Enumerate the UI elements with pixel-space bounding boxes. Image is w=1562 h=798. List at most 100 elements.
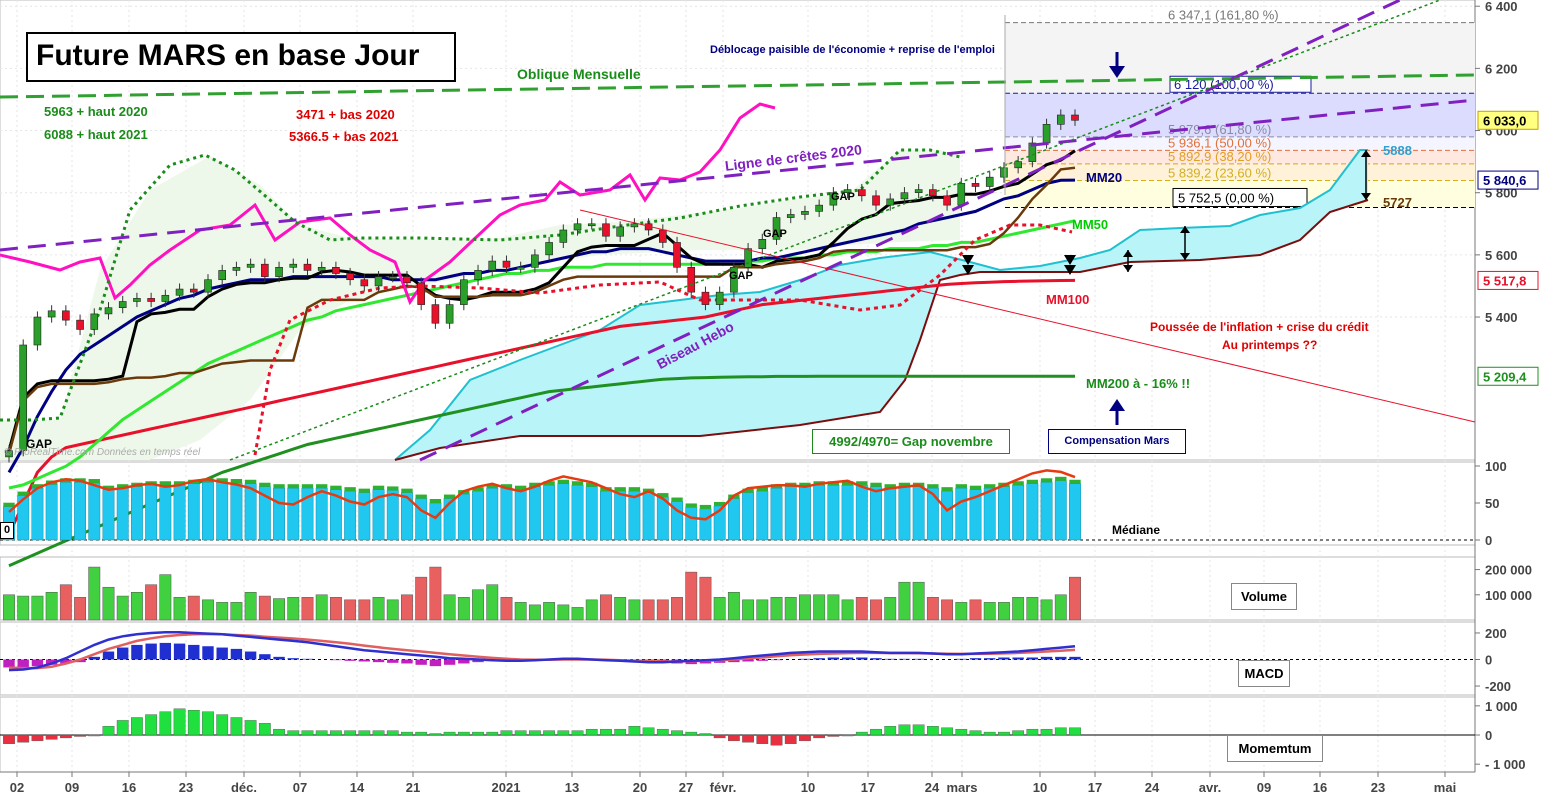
y-tick-label: 6 200 — [1485, 61, 1518, 76]
rsi-bar — [273, 487, 285, 541]
rsi-bar — [585, 486, 598, 541]
rsi-bar — [187, 483, 200, 541]
candle-down — [332, 266, 340, 274]
rsi-bar-cap — [372, 485, 385, 490]
rsi-bar-cap — [1026, 479, 1039, 484]
volume-bar — [1026, 597, 1039, 621]
candle-down — [76, 319, 84, 330]
candle-up — [232, 266, 241, 271]
rsi-bar — [770, 487, 783, 541]
macd-hist-bar — [230, 648, 243, 660]
momentum-bar — [543, 730, 555, 736]
price-tag-label: 6 033,0 — [1483, 113, 1526, 128]
volume-bar — [344, 599, 357, 621]
rsi-bar-cap — [586, 482, 598, 487]
macd-hist-bar — [387, 659, 399, 663]
momentum-bar — [685, 731, 698, 736]
gap-label-4: GAP — [729, 270, 753, 282]
price-tag-box — [1477, 366, 1539, 386]
volume-bar — [685, 571, 698, 621]
candle-up — [801, 211, 809, 215]
volume-bar — [244, 592, 257, 621]
momentum-bar — [799, 734, 811, 742]
sub-y-label: 0 — [1485, 533, 1492, 548]
rsi-bar — [983, 487, 996, 541]
sub-y-label: - 1 000 — [1485, 757, 1525, 772]
rsi-bar-cap — [230, 479, 243, 484]
volume-bar — [514, 602, 527, 621]
macd-hist-bar — [401, 659, 413, 664]
range-arrow-3-bottom — [1123, 265, 1133, 272]
volume-bar — [1012, 597, 1025, 621]
candle-down — [872, 195, 880, 206]
candle-up — [90, 313, 99, 330]
candle-up — [886, 198, 895, 206]
volume-bar — [941, 599, 954, 621]
macd-hist-bar — [969, 658, 982, 660]
macd-hist-bar — [1026, 657, 1039, 660]
volume-bar — [528, 604, 541, 621]
rsi-bar-cap — [344, 487, 356, 492]
candle-up — [843, 189, 852, 194]
momentum-bar — [841, 734, 854, 737]
volume-bar — [756, 599, 769, 621]
volume-bar — [855, 597, 868, 621]
momentum-bar — [514, 730, 527, 736]
rsi-bar-cap — [514, 485, 527, 490]
macd-hist-bar — [273, 656, 285, 660]
momentum-bar — [230, 717, 243, 736]
candle-down — [602, 223, 610, 237]
volume-bar — [145, 584, 158, 621]
rsi-bar-cap — [387, 486, 399, 491]
momentum-bar — [131, 717, 143, 736]
range-arrow-1-bottom — [1361, 193, 1371, 200]
macd-hist-bar — [813, 658, 825, 660]
fibo-zone-61 — [1005, 136, 1475, 151]
volume-bar — [159, 574, 172, 621]
rsi-bar-cap — [884, 484, 896, 489]
candle-up — [118, 301, 127, 309]
rsi-bar — [614, 490, 627, 541]
macd-hist-bar — [415, 659, 427, 665]
volume-bar — [130, 592, 143, 621]
macd-hist-bar — [259, 654, 271, 660]
candle-up — [815, 204, 823, 212]
candle-down — [502, 260, 511, 268]
deblocage-arrow-head — [1109, 66, 1125, 78]
momentum-bar — [600, 728, 612, 736]
fibo-label: 6 347,1 (161,80 %) — [1168, 8, 1279, 23]
rsi-bar-cap — [984, 484, 996, 489]
rsi-bar-cap — [955, 484, 967, 489]
ma200-line — [8, 374, 1075, 568]
y-tick-label: 5 600 — [1485, 248, 1518, 263]
rsi-bar-cap — [259, 482, 271, 487]
rsi-bar — [571, 484, 584, 541]
sub-y-label: 50 — [1485, 496, 1499, 511]
rsi-bar-cap — [856, 481, 868, 486]
volume-bar — [969, 599, 982, 621]
level-5727-label: 5727 — [1383, 195, 1412, 210]
x-tick-label: 13 — [565, 780, 579, 795]
momentum-bar — [955, 728, 968, 736]
ma20-line — [7, 178, 1076, 474]
candle-down — [659, 229, 667, 243]
gap-label-3: GAP — [763, 228, 787, 240]
volume-bar — [841, 599, 854, 621]
momentum-bar — [870, 728, 882, 736]
x-tick-label: 09 — [1257, 780, 1271, 795]
rsi-bar — [230, 482, 243, 541]
down-tick-arrow — [1064, 265, 1076, 275]
macd-hist-bar — [17, 659, 29, 668]
volume-bar — [870, 599, 882, 621]
volume-bar — [813, 594, 826, 621]
candle-up — [5, 450, 13, 458]
momentum-bar — [770, 734, 783, 746]
macd-hist-bar — [188, 644, 200, 660]
volume-bar — [59, 584, 72, 621]
candle-up — [474, 270, 482, 281]
macd-hist-bar — [841, 657, 854, 660]
candle-up — [531, 254, 539, 268]
volume-box: Volume — [1231, 583, 1297, 610]
macd-hist-bar — [344, 659, 356, 661]
momentum-bar — [500, 730, 513, 736]
